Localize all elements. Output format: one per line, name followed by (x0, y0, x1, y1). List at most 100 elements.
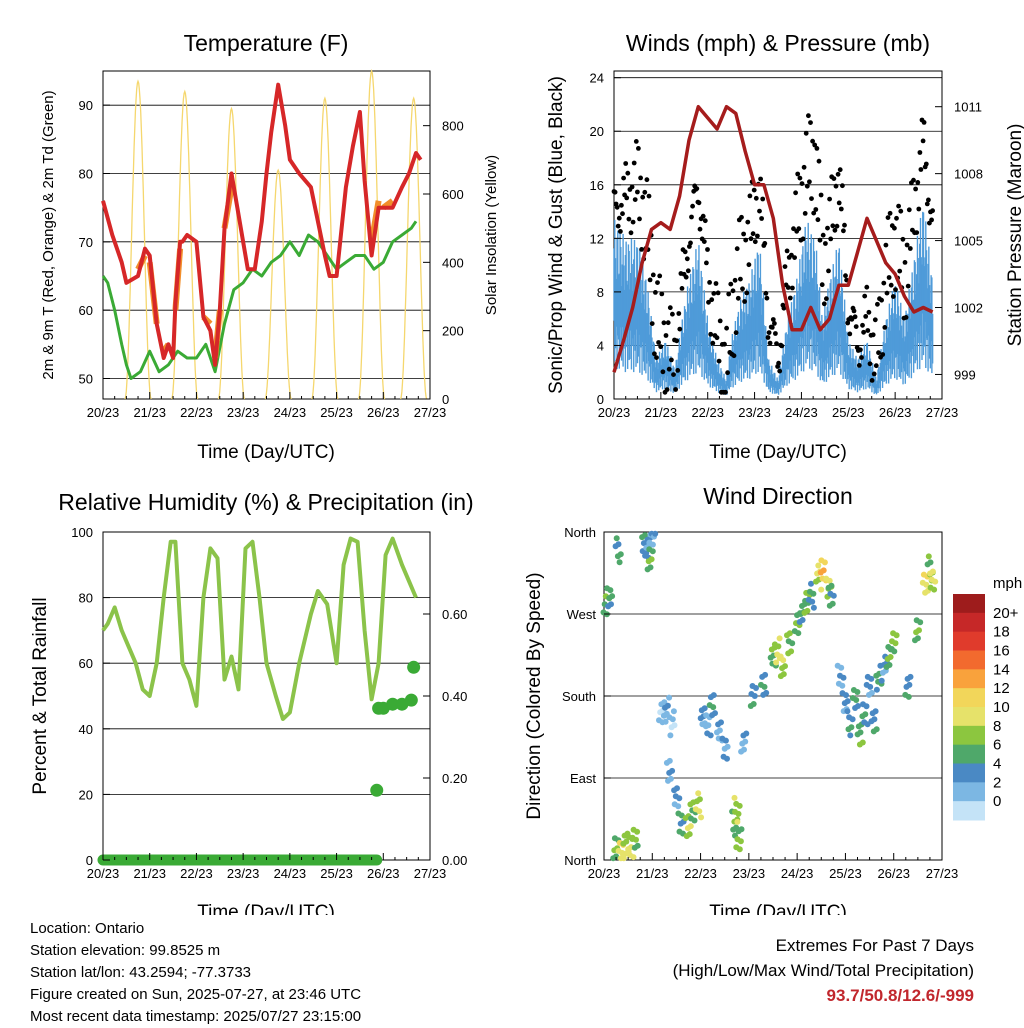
y-tick-label: 8 (597, 285, 604, 300)
y-tick-label: 600 (442, 187, 464, 202)
direction-point (694, 798, 700, 805)
direction-point (839, 682, 846, 689)
gust-point (626, 216, 632, 222)
y-tick-label: 0 (86, 853, 93, 868)
gust-point (666, 366, 672, 372)
x-tick-label: 27/23 (414, 866, 447, 881)
gust-point (834, 223, 840, 229)
gust-point (635, 189, 640, 195)
y-tick-label: 1002 (954, 301, 983, 316)
gust-point (751, 187, 757, 193)
x-tick-label: 26/23 (877, 866, 910, 881)
gust-point (886, 275, 892, 280)
gust-point (790, 285, 795, 291)
gust-point (851, 308, 857, 314)
colorbar-swatch (953, 631, 985, 651)
direction-point (631, 844, 638, 851)
gust-point (823, 241, 828, 246)
gust-point (818, 192, 824, 198)
gust-point (906, 207, 912, 213)
direction-point (801, 609, 808, 616)
gust-point (655, 280, 660, 285)
gust-point (870, 332, 876, 338)
temperature-x-label: Time (Day/UTC) (197, 442, 335, 463)
gust-point (615, 223, 621, 229)
gust-point (784, 248, 790, 254)
gust-point (825, 225, 830, 231)
direction-point (676, 795, 683, 802)
direction-point (730, 826, 737, 833)
gust-point (821, 301, 827, 307)
gust-point (813, 207, 819, 212)
gust-point (684, 256, 690, 262)
direction-point (739, 740, 746, 747)
gust-point (687, 244, 692, 249)
gust-point (893, 287, 898, 292)
direction-point (844, 708, 851, 715)
gust-point (639, 247, 644, 252)
direction-point (853, 697, 860, 703)
direction-point (891, 648, 898, 655)
colorbar-swatch (953, 669, 985, 689)
y-tick-label: West (567, 607, 597, 622)
colorbar-swatch (953, 612, 985, 633)
winds-x-label: Time (Day/UTC) (709, 442, 847, 463)
gust-point (688, 240, 693, 246)
direction-point (698, 814, 705, 821)
x-tick-label: 26/23 (879, 405, 912, 420)
x-tick-label: 23/23 (733, 866, 766, 881)
gust-point (804, 183, 810, 189)
direction-point (697, 715, 704, 722)
direction-point (903, 683, 910, 690)
gust-point (659, 291, 665, 297)
rh-series (101, 536, 418, 721)
gust-point (836, 200, 842, 206)
gust-point (647, 277, 653, 283)
direction-point (724, 755, 730, 762)
gust-point (675, 368, 681, 373)
direction-point (671, 787, 678, 794)
gust-point (649, 321, 655, 326)
gust-point (750, 231, 756, 237)
gust-point (907, 246, 913, 251)
x-tick-label: 22/23 (691, 405, 724, 420)
gust-point (897, 268, 903, 274)
gust-point (716, 358, 722, 364)
gust-point (830, 223, 836, 229)
direction-point (826, 577, 833, 584)
direction-point (662, 718, 669, 725)
solar-arc (124, 79, 152, 400)
colorbar-label: 0 (993, 793, 1001, 810)
direction-point (707, 694, 714, 701)
direction-point (682, 815, 689, 822)
precip-series (97, 660, 421, 866)
direction-point (644, 566, 651, 573)
gust-point (704, 260, 709, 266)
y-tick-label: 0.20 (442, 771, 467, 786)
gust-point (817, 237, 823, 243)
recent-timestamp: Most recent data timestamp: 2025/07/27 2… (30, 1008, 362, 1025)
gust-point (700, 213, 706, 219)
gust-point (713, 281, 719, 286)
gust-point (730, 288, 736, 294)
gust-point (879, 297, 884, 303)
gust-point (714, 335, 720, 341)
direction-point (852, 705, 859, 711)
extremes-subheading: (High/Low/Max Wind/Total Precipitation) (672, 961, 974, 980)
colorbar-label: 10 (993, 699, 1010, 716)
x-tick-label: 25/23 (832, 405, 865, 420)
direction-point (735, 828, 742, 835)
extremes-values: 93.7/50.8/12.6/-999 (826, 986, 974, 1005)
gust-point (920, 138, 926, 144)
direction-point (710, 704, 717, 711)
gust-point (689, 214, 694, 220)
gust-point (759, 216, 764, 221)
direction-point (830, 592, 837, 599)
direction-point (751, 693, 758, 699)
gust-point (710, 340, 716, 346)
gust-point (654, 355, 659, 360)
gust-point (760, 196, 766, 202)
gust-point (796, 226, 802, 232)
solar-arc (311, 96, 339, 400)
